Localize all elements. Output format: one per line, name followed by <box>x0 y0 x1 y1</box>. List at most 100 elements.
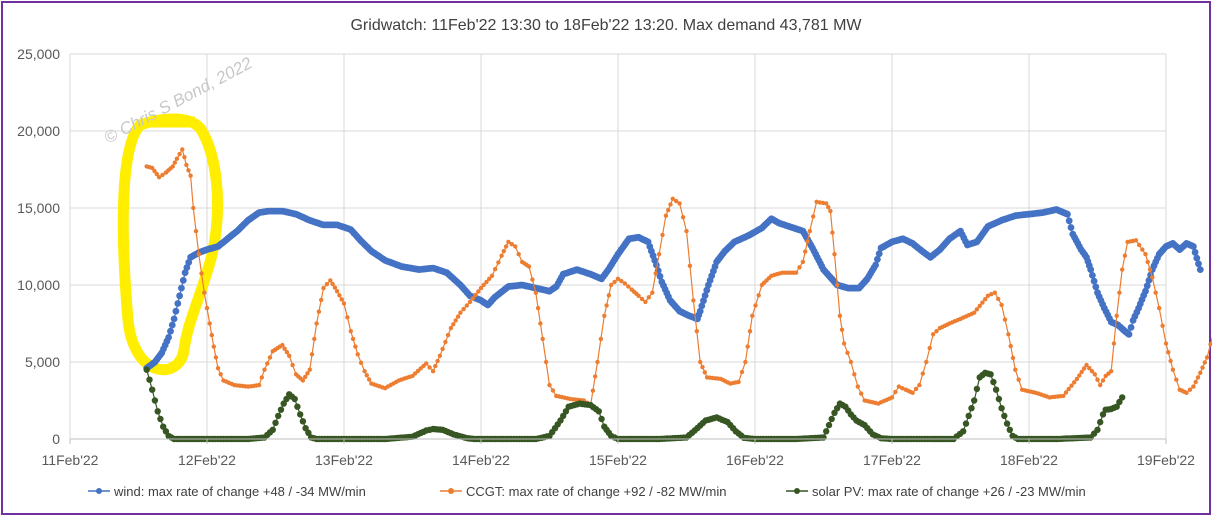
data-point <box>179 277 187 284</box>
data-point <box>275 412 282 420</box>
data-point <box>750 313 755 318</box>
data-point <box>626 284 631 289</box>
data-point <box>660 232 665 238</box>
data-point <box>282 346 287 351</box>
data-point <box>209 332 214 338</box>
data-point <box>593 374 598 379</box>
data-point <box>430 369 436 374</box>
data-point <box>307 367 312 372</box>
data-point <box>1097 418 1104 426</box>
data-point <box>277 406 285 413</box>
data-point <box>433 363 438 369</box>
legend-swatch-marker <box>448 488 454 494</box>
data-point <box>445 332 451 338</box>
data-point <box>590 388 596 393</box>
data-point <box>440 346 445 352</box>
data-point <box>848 359 854 365</box>
data-point <box>845 350 850 355</box>
data-point <box>174 300 182 307</box>
data-point <box>150 165 155 171</box>
data-point <box>962 420 970 427</box>
data-point <box>478 285 484 291</box>
data-point <box>280 400 287 407</box>
data-point <box>797 265 802 270</box>
data-point <box>1099 411 1107 418</box>
data-point <box>1089 272 1096 279</box>
data-point <box>1061 393 1066 399</box>
data-point <box>334 289 340 294</box>
data-point <box>339 297 344 302</box>
data-point <box>1010 355 1016 361</box>
data-point <box>152 168 157 174</box>
data-point <box>598 336 604 342</box>
data-point <box>1193 379 1198 385</box>
legend-label: solar PV: max rate of change +26 / -23 M… <box>812 484 1086 499</box>
data-point <box>283 395 290 403</box>
data-point <box>811 214 816 219</box>
data-point <box>1066 386 1071 392</box>
data-point <box>832 252 837 257</box>
data-point <box>995 395 1003 403</box>
data-point <box>1145 259 1150 265</box>
data-point <box>1160 323 1165 328</box>
data-point <box>1170 367 1176 372</box>
x-tick-label: 14Feb'22 <box>452 452 510 468</box>
data-point <box>608 282 614 288</box>
data-point <box>960 428 967 435</box>
data-point <box>1069 383 1074 388</box>
data-point <box>1084 362 1089 368</box>
data-point <box>321 285 326 291</box>
data-point <box>538 321 543 326</box>
data-point <box>1145 277 1153 284</box>
data-point <box>291 395 298 403</box>
y-tick-label: 0 <box>52 431 60 447</box>
data-point <box>636 293 641 298</box>
data-point <box>364 373 369 378</box>
data-point <box>1195 260 1202 268</box>
data-point <box>316 309 322 314</box>
data-point <box>503 244 509 249</box>
data-point <box>920 371 925 376</box>
data-point <box>893 389 898 395</box>
data-point <box>476 289 481 294</box>
data-point <box>330 281 335 287</box>
data-point <box>736 379 741 385</box>
data-point <box>622 281 628 286</box>
data-point <box>980 300 985 305</box>
data-point <box>971 397 978 404</box>
data-point <box>977 303 982 309</box>
data-point <box>1150 275 1155 280</box>
data-point <box>1087 366 1092 371</box>
data-point <box>595 359 600 365</box>
x-tick-label: 16Feb'22 <box>726 452 784 468</box>
data-point <box>743 359 748 365</box>
data-point <box>501 248 506 254</box>
data-point <box>294 403 301 410</box>
data-point <box>550 388 556 393</box>
data-point <box>701 292 709 299</box>
data-point <box>1143 252 1148 257</box>
series <box>143 147 1212 443</box>
series-wind <box>143 206 1204 372</box>
data-point <box>1119 394 1126 401</box>
data-point <box>458 310 463 315</box>
data-point <box>355 352 360 357</box>
data-point <box>820 434 827 441</box>
data-point <box>595 408 602 415</box>
data-point <box>1117 290 1122 295</box>
data-point <box>803 249 808 254</box>
data-point <box>1092 372 1098 377</box>
x-tick-label: 15Feb'22 <box>589 452 647 468</box>
data-point <box>1204 355 1210 360</box>
data-point <box>350 336 356 342</box>
data-point <box>824 201 829 206</box>
data-point <box>157 415 164 423</box>
data-point <box>1077 373 1082 378</box>
data-point <box>1098 382 1103 388</box>
data-point <box>1191 248 1199 256</box>
data-point <box>1113 403 1120 410</box>
data-point <box>312 336 317 342</box>
data-point <box>1008 343 1013 349</box>
chart-title: Gridwatch: 11Feb'22 13:30 to 18Feb'22 13… <box>350 17 862 34</box>
data-point <box>193 228 199 234</box>
